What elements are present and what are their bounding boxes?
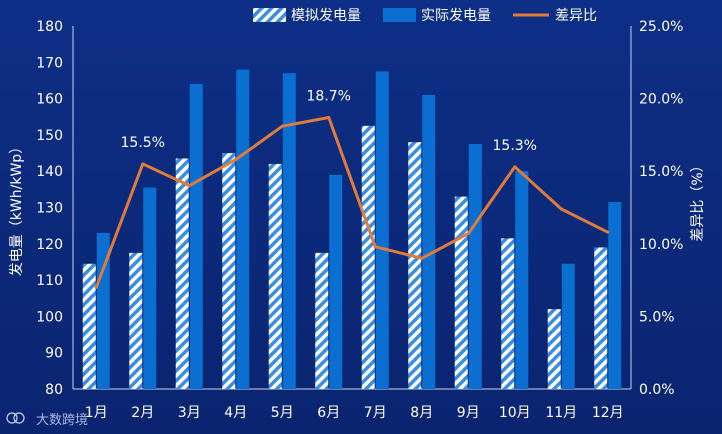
- y2-tick-label: 20.0%: [639, 92, 683, 108]
- data-label: 18.7%: [307, 88, 351, 104]
- bar-actual: [329, 174, 343, 389]
- x-tick-label: 10月: [499, 405, 531, 421]
- bar-actual: [608, 202, 622, 389]
- bar-actual: [143, 187, 157, 389]
- data-label: 15.3%: [493, 138, 537, 154]
- y2-tick-label: 5.0%: [639, 309, 675, 325]
- watermark-logo-icon-2: [13, 412, 25, 424]
- diff-line-point: [373, 245, 377, 249]
- diff-line-point: [606, 230, 610, 234]
- legend-swatch-simulated: [253, 8, 286, 22]
- x-tick-label: 7月: [364, 405, 387, 421]
- legend-swatch-actual: [383, 8, 416, 22]
- y-tick-label: 100: [36, 309, 63, 325]
- diff-line-point: [420, 256, 424, 260]
- y2-tick-label: 0.0%: [639, 382, 675, 398]
- x-tick-label: 2月: [131, 405, 154, 421]
- watermark: 大数跨境: [6, 412, 88, 428]
- bar-actual: [468, 143, 482, 389]
- legend-label-actual: 实际发电量: [421, 8, 491, 24]
- y-tick-label: 160: [36, 92, 63, 108]
- diff-line-point: [466, 232, 470, 236]
- bar-simulated: [501, 238, 515, 389]
- x-tick-label: 11月: [545, 405, 577, 421]
- bar-actual: [236, 69, 250, 389]
- y-tick-label: 130: [36, 201, 63, 217]
- watermark-text: 大数跨境: [36, 413, 88, 428]
- legend: 模拟发电量 实际发电量 差异比: [253, 8, 597, 24]
- diff-line-point: [234, 158, 238, 162]
- diff-line-point: [559, 207, 563, 211]
- bar-actual: [282, 73, 296, 389]
- y-axis-title: 发电量（kWh/kWp）: [9, 140, 25, 276]
- diff-line-point: [280, 124, 284, 128]
- bars: [82, 69, 622, 389]
- diff-line-point: [94, 285, 98, 289]
- x-tick-label: 5月: [271, 405, 294, 421]
- bar-actual: [96, 232, 110, 389]
- diff-line-point: [187, 184, 191, 188]
- y-tick-label: 110: [36, 273, 63, 289]
- bar-simulated: [547, 309, 561, 389]
- legend-item-diff: 差异比: [513, 8, 597, 24]
- y-tick-label: 120: [36, 237, 63, 253]
- bar-simulated: [129, 252, 143, 389]
- diff-line-group: [94, 115, 610, 289]
- x-tick-label: 4月: [224, 405, 247, 421]
- watermark-logo-icon: [6, 412, 18, 424]
- y-tick-label: 170: [36, 55, 63, 71]
- bar-simulated: [594, 247, 608, 389]
- bar-simulated: [361, 125, 375, 389]
- bar-simulated: [315, 252, 329, 389]
- diff-line-point: [513, 165, 517, 169]
- bar-actual: [375, 71, 389, 389]
- bar-simulated: [222, 153, 236, 389]
- y-tick-label: 80: [45, 382, 63, 398]
- legend-item-actual: 实际发电量: [383, 8, 491, 24]
- y-tick-label: 140: [36, 164, 63, 180]
- bar-actual: [422, 94, 436, 389]
- bar-simulated: [268, 163, 282, 389]
- y2-axis-title: 差异比（%）: [690, 158, 706, 241]
- bar-actual: [561, 263, 575, 389]
- y-tick-label: 150: [36, 128, 63, 144]
- x-tick-label: 3月: [178, 405, 201, 421]
- bar-simulated: [82, 263, 96, 389]
- diff-line: [94, 116, 609, 288]
- x-axis-ticks: 1月 2月 3月 4月 5月 6月 7月 8月 9月 10月 11月 12月: [85, 405, 624, 421]
- y2-axis-ticks: 0.0% 5.0% 10.0% 15.0% 20.0% 25.0%: [639, 19, 683, 398]
- data-label: 15.5%: [121, 135, 165, 151]
- x-tick-label: 6月: [317, 405, 340, 421]
- bar-actual: [189, 84, 203, 389]
- x-tick-label: 8月: [410, 405, 433, 421]
- y-tick-label: 90: [45, 346, 63, 362]
- bar-actual: [515, 171, 529, 389]
- legend-label-diff: 差异比: [555, 8, 597, 24]
- y2-tick-label: 25.0%: [639, 19, 683, 35]
- legend-label-simulated: 模拟发电量: [291, 8, 361, 24]
- x-tick-label: 12月: [592, 405, 624, 421]
- legend-item-simulated: 模拟发电量: [253, 8, 361, 24]
- annotations: 15.5% 18.7% 15.3%: [121, 88, 537, 153]
- x-tick-label: 9月: [457, 405, 480, 421]
- y2-tick-label: 15.0%: [639, 164, 683, 180]
- bar-simulated: [408, 142, 422, 389]
- x-tick-label: 1月: [85, 405, 108, 421]
- bar-simulated: [175, 158, 189, 389]
- diff-line-point: [327, 115, 331, 119]
- bar-simulated: [454, 196, 468, 389]
- y-axis-ticks: 80 90 100 110 120 130 140 150 160 170 180: [36, 19, 63, 398]
- diff-line-point: [141, 162, 145, 166]
- y-tick-label: 180: [36, 19, 63, 35]
- y2-tick-label: 10.0%: [639, 237, 683, 253]
